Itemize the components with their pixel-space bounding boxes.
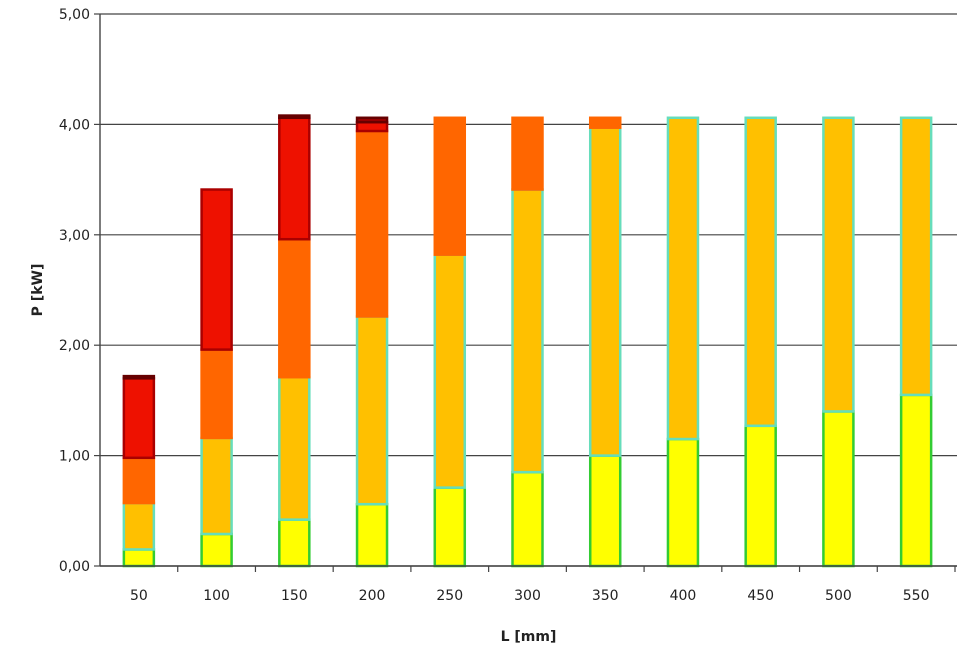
bar-segment	[355, 116, 389, 124]
bar-segment	[122, 456, 156, 505]
y-tick-label: 5,00	[59, 7, 90, 23]
bar-segment	[200, 532, 233, 568]
x-tick-label: 250	[436, 588, 463, 604]
bar-segment	[122, 374, 156, 380]
bar-segment	[588, 126, 622, 457]
x-tick-label: 450	[747, 588, 774, 604]
bar-segment	[355, 502, 389, 568]
bar-segment	[744, 116, 777, 428]
bar-segment	[355, 120, 389, 133]
bar-segment	[278, 518, 311, 568]
y-tick-label: 4,00	[59, 117, 90, 133]
bar-segment	[433, 486, 467, 568]
x-tick-label: 500	[825, 588, 852, 604]
bar-segment	[822, 410, 855, 568]
bar-segment	[433, 253, 467, 489]
bar-segment	[666, 116, 700, 441]
bar-segment	[744, 424, 777, 568]
bar-segment	[278, 116, 311, 241]
x-tick-label: 50	[130, 588, 148, 604]
bars	[122, 114, 933, 568]
bar-segment	[433, 116, 467, 256]
y-tick-label: 3,00	[59, 228, 90, 244]
bar-segment	[200, 188, 233, 351]
bar-segment	[355, 315, 389, 506]
x-tick-label: 550	[903, 588, 930, 604]
bar-segment	[278, 375, 311, 521]
bar-segment	[511, 470, 544, 568]
axes	[99, 14, 957, 567]
bar-segment	[122, 377, 156, 460]
bar-segment	[278, 114, 311, 120]
bar-segment	[278, 237, 311, 379]
y-tick-label: 2,00	[59, 338, 90, 354]
x-axis-label: L [mm]	[501, 629, 557, 645]
bar-segment	[666, 437, 700, 568]
x-tick-label: 350	[592, 588, 619, 604]
bar-segment	[511, 188, 544, 474]
x-tick-label: 150	[281, 588, 308, 604]
bar-segment	[122, 548, 156, 568]
y-tick-label: 1,00	[59, 449, 90, 465]
y-tick-labels: 0,00 1,00 2,00 3,00 4,00 5,00	[59, 7, 90, 575]
bar-segment	[899, 116, 933, 397]
y-tick-label: 0,00	[59, 559, 90, 575]
bar-segment	[899, 393, 933, 568]
x-tick-label: 200	[359, 588, 386, 604]
bar-segment	[200, 436, 233, 536]
bar-segment	[588, 116, 622, 129]
x-tick-label: 300	[514, 588, 541, 604]
bar-segment	[122, 501, 156, 551]
x-tick-label: 100	[203, 588, 230, 604]
y-axis-label: P [kW]	[30, 264, 46, 317]
bar-segment	[588, 454, 622, 568]
bar-segment	[355, 129, 389, 318]
bar-segment	[822, 116, 855, 413]
bar-segment	[200, 348, 233, 440]
x-tick-labels: 50 100 150 200 250 300 350 400 450 500 550	[130, 566, 956, 604]
bar-segment	[511, 116, 544, 191]
x-tick-label: 400	[670, 588, 697, 604]
